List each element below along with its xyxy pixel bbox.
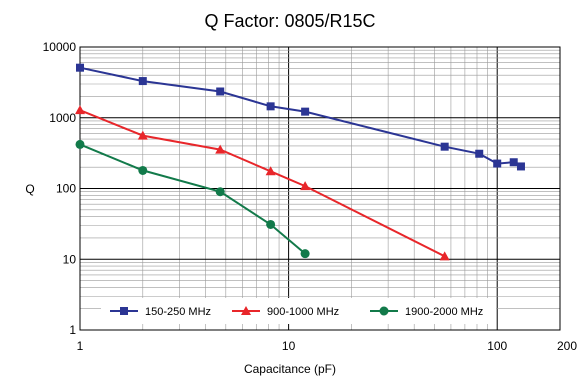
legend-box <box>101 298 496 324</box>
y-tick-label: 10000 <box>43 40 77 54</box>
data-point-circle <box>75 139 85 149</box>
data-point-circle <box>215 187 225 197</box>
data-point-triangle <box>215 144 226 154</box>
x-tick-label: 200 <box>557 339 577 353</box>
legend: 150-250 MHz 900-1000 MHz 1900-2000 MHz <box>101 298 496 324</box>
data-point-square <box>216 87 225 96</box>
data-point-square <box>509 158 518 167</box>
legend-marker-triangle <box>241 306 251 315</box>
data-point-square <box>440 142 449 151</box>
y-tick-label: 1 <box>69 323 76 337</box>
legend-label: 150-250 MHz <box>145 306 211 318</box>
series-line <box>79 66 522 168</box>
grid <box>80 47 560 330</box>
legend-item: 1900-2000 MHz <box>370 306 483 318</box>
legend-label: 1900-2000 MHz <box>405 306 483 318</box>
data-point-square <box>138 77 147 86</box>
x-tick-label: 100 <box>487 339 507 353</box>
chart-title: Q Factor: 0805/R15C <box>204 11 375 31</box>
data-point-circle <box>138 165 148 175</box>
legend-marker-square <box>120 307 128 315</box>
data-point-square <box>493 159 502 168</box>
x-tick-label: 1 <box>77 339 84 353</box>
legend-item: 150-250 MHz <box>110 306 211 318</box>
data-point-square <box>76 63 84 72</box>
data-point-square <box>301 107 310 116</box>
series-1 <box>76 63 525 171</box>
series-line <box>79 109 446 258</box>
series-3 <box>75 139 310 259</box>
series-line <box>79 143 306 255</box>
plot-area-frame <box>79 46 561 331</box>
data-point-triangle <box>300 181 311 191</box>
data-point-triangle <box>439 251 450 261</box>
data-point-square <box>266 102 275 111</box>
data-point-circle <box>300 249 310 259</box>
tick-labels: 1 10 100 200 1 10 100 1000 10000 <box>43 40 577 353</box>
data-point-triangle <box>75 105 85 115</box>
data-point-circle <box>266 219 276 229</box>
data-point-triangle <box>265 166 276 176</box>
y-axis-label: Q <box>25 182 34 196</box>
y-tick-label: 10 <box>63 252 77 266</box>
data-point-triangle <box>137 130 148 140</box>
legend-label: 900-1000 MHz <box>267 306 339 318</box>
legend-item: 900-1000 MHz <box>232 306 339 318</box>
y-tick-label: 1000 <box>49 111 76 125</box>
legend-marker-circle <box>379 306 389 316</box>
data-point-square <box>516 162 525 171</box>
x-tick-label: 10 <box>282 339 296 353</box>
data-point-square <box>475 149 484 158</box>
series-group <box>75 63 525 261</box>
y-tick-label: 100 <box>56 182 76 196</box>
x-axis-label: Capacitance (pF) <box>244 362 336 376</box>
series-2 <box>75 105 450 261</box>
